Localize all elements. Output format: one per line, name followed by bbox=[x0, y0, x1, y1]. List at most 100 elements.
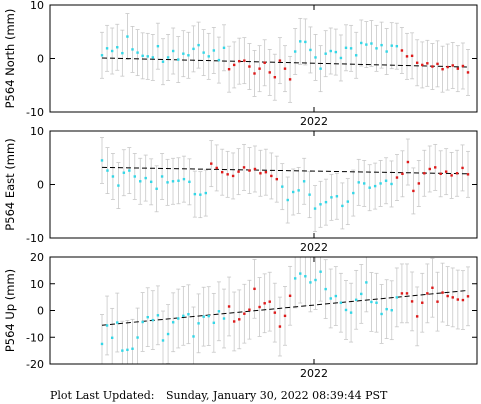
data-point-cyan bbox=[160, 175, 164, 178]
data-point-red bbox=[253, 72, 256, 75]
data-point-cyan bbox=[187, 313, 190, 316]
data-point-cyan bbox=[155, 187, 158, 190]
data-point-cyan bbox=[368, 186, 371, 189]
data-point-cyan bbox=[319, 270, 322, 273]
data-point-red bbox=[232, 320, 236, 323]
x-tick-label: 2022 bbox=[300, 367, 328, 380]
data-point-cyan bbox=[100, 342, 104, 346]
y-tick-label: 20 bbox=[30, 251, 44, 264]
data-point-red bbox=[288, 78, 292, 81]
data-point-cyan bbox=[105, 47, 109, 50]
data-point-cyan bbox=[187, 54, 190, 57]
data-point-red bbox=[270, 174, 273, 178]
y-tick-label: 0 bbox=[37, 179, 44, 192]
data-point-red bbox=[410, 300, 414, 303]
data-point-cyan bbox=[286, 198, 289, 202]
data-point-red bbox=[248, 65, 251, 68]
data-point-red bbox=[423, 172, 426, 175]
data-point-red bbox=[450, 174, 453, 177]
data-point-cyan bbox=[121, 51, 124, 55]
data-point-cyan bbox=[341, 204, 344, 208]
data-point-cyan bbox=[166, 56, 170, 59]
data-point-cyan bbox=[297, 189, 300, 192]
data-point-red bbox=[400, 49, 404, 52]
data-point-cyan bbox=[136, 336, 139, 339]
data-point-red bbox=[283, 314, 287, 318]
data-point-cyan bbox=[354, 54, 358, 57]
data-point-cyan bbox=[151, 318, 155, 322]
data-point-red bbox=[461, 166, 464, 170]
y-tick-label: 10 bbox=[30, 0, 44, 12]
data-point-red bbox=[220, 170, 224, 174]
panel-1: -10 0 10 2022 P564 North (mm) bbox=[3, 0, 478, 128]
data-point-cyan bbox=[156, 314, 160, 317]
data-point-cyan bbox=[309, 281, 312, 284]
data-point-cyan bbox=[192, 335, 195, 338]
data-point-red bbox=[278, 59, 282, 62]
data-point-red bbox=[456, 67, 460, 70]
data-point-cyan bbox=[390, 44, 393, 47]
data-point-red bbox=[434, 166, 437, 169]
data-point-cyan bbox=[141, 54, 144, 58]
data-points bbox=[100, 159, 470, 210]
data-point-cyan bbox=[304, 40, 307, 44]
data-point-red bbox=[431, 286, 434, 289]
data-point-cyan bbox=[182, 314, 185, 318]
data-points bbox=[100, 270, 470, 352]
data-point-cyan bbox=[199, 193, 202, 196]
data-point-cyan bbox=[133, 175, 136, 178]
data-point-red bbox=[446, 294, 449, 298]
data-point-cyan bbox=[304, 275, 307, 278]
data-point-red bbox=[451, 64, 454, 67]
data-point-cyan bbox=[349, 311, 353, 314]
data-point-red bbox=[268, 300, 271, 303]
data-point-cyan bbox=[395, 296, 399, 299]
data-point-cyan bbox=[156, 44, 160, 48]
data-point-red bbox=[441, 68, 444, 71]
data-point-cyan bbox=[385, 307, 388, 311]
data-point-cyan bbox=[139, 180, 142, 183]
data-point-red bbox=[278, 325, 282, 328]
x-tick-label: 2022 bbox=[300, 115, 328, 128]
data-point-red bbox=[441, 291, 444, 294]
data-point-red bbox=[426, 62, 429, 65]
plot-frame bbox=[49, 130, 478, 239]
data-point-cyan bbox=[390, 309, 393, 312]
data-point-cyan bbox=[324, 200, 328, 204]
data-point-red bbox=[215, 166, 218, 170]
footer-label: Plot Last Updated: bbox=[50, 389, 155, 402]
data-point-cyan bbox=[375, 301, 378, 304]
data-point-red bbox=[461, 298, 465, 302]
data-point-red bbox=[401, 172, 404, 175]
data-point-cyan bbox=[197, 43, 200, 47]
data-point-cyan bbox=[360, 41, 363, 45]
y-tick-label: 0 bbox=[37, 53, 44, 66]
data-point-cyan bbox=[177, 317, 180, 320]
footer: Plot Last Updated: Sunday, January 30, 2… bbox=[50, 389, 387, 402]
data-point-cyan bbox=[293, 277, 297, 280]
data-point-red bbox=[439, 172, 442, 175]
data-point-cyan bbox=[202, 315, 205, 318]
data-point-cyan bbox=[349, 47, 353, 50]
y-axis-label: P564 Up (mm) bbox=[3, 269, 17, 352]
data-point-red bbox=[451, 296, 454, 299]
plot-frame bbox=[49, 256, 478, 365]
data-point-cyan bbox=[136, 51, 139, 54]
data-point-red bbox=[395, 176, 399, 179]
data-point-cyan bbox=[339, 56, 343, 60]
data-point-cyan bbox=[385, 50, 388, 53]
data-point-cyan bbox=[100, 159, 104, 162]
data-point-cyan bbox=[299, 272, 302, 275]
data-point-cyan bbox=[192, 47, 195, 51]
data-point-red bbox=[466, 71, 470, 74]
data-point-cyan bbox=[375, 47, 378, 50]
data-point-red bbox=[248, 308, 251, 311]
data-point-red bbox=[232, 63, 236, 67]
trend-line bbox=[101, 166, 469, 175]
y-tick-label: -10 bbox=[26, 331, 44, 344]
x-tick-label: 2022 bbox=[300, 241, 328, 254]
data-point-red bbox=[226, 173, 229, 176]
panel-2: -10 0 10 2022 P564 East (mm) bbox=[3, 125, 478, 254]
data-point-cyan bbox=[111, 175, 115, 178]
